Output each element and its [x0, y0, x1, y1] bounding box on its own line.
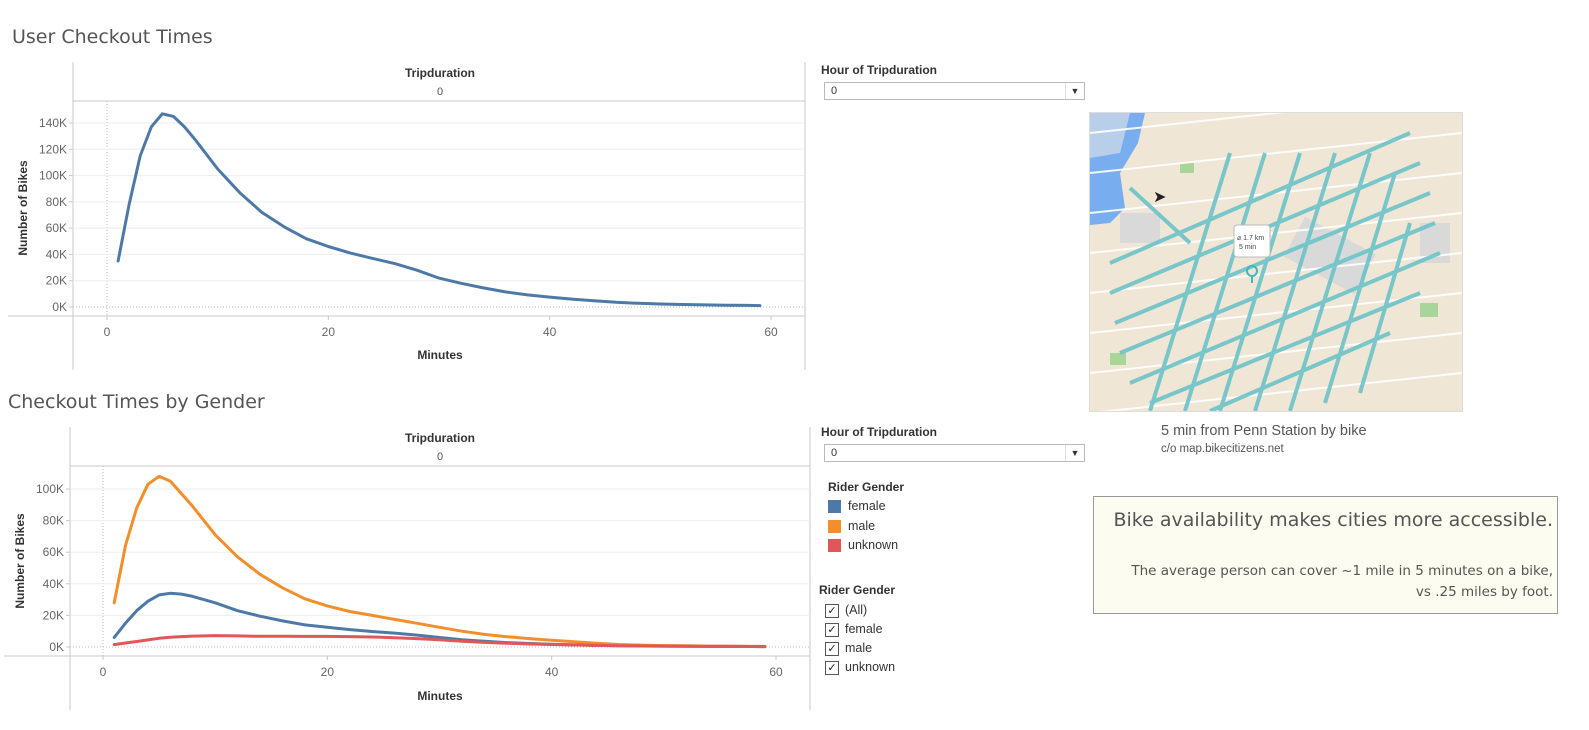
y-tick-label: 60K — [43, 545, 64, 559]
cursor-icon: ➤ — [1153, 189, 1167, 206]
y-tick-label: 120K — [39, 142, 67, 156]
map-popup-time: 5 min — [1239, 244, 1257, 251]
checkbox-checked-icon[interactable]: ✓ — [825, 622, 839, 637]
map-caption: 5 min from Penn Station by bike — [1161, 423, 1367, 439]
legend-item-male[interactable]: male — [828, 519, 875, 537]
info-body-line2: vs .25 miles by foot. — [1415, 584, 1553, 600]
y-tick-label: 140K — [39, 116, 67, 130]
series-line[interactable] — [116, 112, 762, 308]
chevron-down-icon[interactable]: ▼ — [1065, 445, 1084, 461]
x-tick-label: 20 — [321, 665, 335, 679]
map-credit: c/o map.bikecitizens.net — [1161, 443, 1284, 455]
info-body-line1: The average person can cover ~1 mile in … — [1131, 563, 1553, 579]
top-hour-filter-label: Hour of Tripduration — [821, 63, 937, 77]
bottom-hour-dropdown-value: 0 — [831, 447, 838, 459]
legend-item-female[interactable]: female — [828, 499, 886, 517]
y-tick-label: 60K — [46, 221, 67, 235]
filter-option-label: male — [845, 641, 873, 655]
top-hour-dropdown[interactable]: 0 ▼ — [824, 82, 1085, 100]
filter-option-label: (All) — [845, 603, 868, 617]
chevron-down-icon[interactable]: ▼ — [1065, 83, 1084, 99]
legend-label: male — [848, 519, 876, 533]
filter-option-label: unknown — [845, 660, 896, 674]
top-hour-dropdown-value: 0 — [831, 85, 838, 97]
x-tick-label: 40 — [543, 325, 557, 339]
map-popup-distance: ⌀ 1.7 km — [1237, 235, 1265, 242]
gender-color-legend: Rider Gender female male unknown — [828, 480, 1028, 560]
y-tick-label: 80K — [43, 514, 64, 528]
y-tick-label: 100K — [39, 169, 67, 183]
legend-swatch — [828, 500, 841, 514]
filter-option-male[interactable]: ✓ male — [825, 641, 872, 659]
bottom-chart-xlabel: Minutes — [417, 689, 463, 703]
legend-swatch — [828, 520, 841, 534]
bike-route-map[interactable]: ⌀ 1.7 km 5 min ➤ — [1089, 112, 1463, 412]
top-chart-title: User Checkout Times — [12, 26, 213, 48]
accessibility-info-box: Bike availability makes cities more acce… — [1093, 496, 1558, 614]
legend-item-unknown[interactable]: unknown — [828, 538, 898, 556]
top-line-chart: 0K 20K 40K 60K 80K 100K 120K 140K 0 20 40 60 — [8, 62, 806, 370]
y-tick-label: 100K — [36, 482, 64, 496]
bottom-chart-header: Tripduration — [405, 431, 475, 445]
bottom-chart-header-value: 0 — [436, 451, 444, 463]
info-headline: Bike availability makes cities more acce… — [1113, 509, 1553, 531]
y-tick-label: 20K — [46, 274, 67, 288]
series-line-male[interactable] — [112, 474, 767, 648]
bottom-line-chart: 0K 20K 40K 60K 80K 100K 0 20 40 60 — [4, 427, 811, 710]
legend-swatch — [828, 539, 841, 553]
filter-option-female[interactable]: ✓ female — [825, 622, 883, 640]
x-tick-label: 60 — [764, 325, 778, 339]
bottom-hour-dropdown[interactable]: 0 ▼ — [824, 444, 1085, 462]
filter-option-label: female — [845, 622, 883, 636]
filter-option-unknown[interactable]: ✓ unknown — [825, 660, 895, 678]
top-chart-xlabel: Minutes — [417, 348, 463, 362]
legend-title: Rider Gender — [828, 480, 905, 494]
top-chart-header: Tripduration — [405, 66, 475, 80]
top-chart-header-value: 0 — [436, 86, 444, 98]
x-tick-label: 20 — [322, 325, 336, 339]
y-tick-label: 40K — [46, 247, 67, 261]
checkbox-checked-icon[interactable]: ✓ — [825, 660, 839, 675]
map-graphic — [1090, 113, 1462, 411]
gender-filter-title: Rider Gender — [819, 583, 896, 597]
legend-label: female — [848, 499, 886, 513]
gender-checkbox-filter: Rider Gender ✓ (All) ✓ female ✓ male ✓ unkno… — [819, 583, 1019, 683]
checkbox-checked-icon[interactable]: ✓ — [825, 603, 839, 618]
checkbox-checked-icon[interactable]: ✓ — [825, 641, 839, 656]
bottom-hour-filter-label: Hour of Tripduration — [821, 425, 937, 439]
y-tick-label: 80K — [46, 195, 67, 209]
series-line-unknown[interactable] — [112, 634, 767, 649]
legend-label: unknown — [848, 538, 899, 552]
y-tick-label: 20K — [43, 608, 64, 622]
bottom-chart-title: Checkout Times by Gender — [8, 391, 265, 413]
filter-option-all[interactable]: ✓ (All) — [825, 603, 867, 621]
x-tick-label: 0 — [100, 665, 107, 679]
y-tick-label: 0K — [49, 640, 64, 654]
y-tick-label: 40K — [43, 577, 64, 591]
x-tick-label: 40 — [545, 665, 559, 679]
x-tick-label: 60 — [769, 665, 783, 679]
y-tick-label: 0K — [52, 300, 67, 314]
x-tick-label: 0 — [104, 325, 111, 339]
